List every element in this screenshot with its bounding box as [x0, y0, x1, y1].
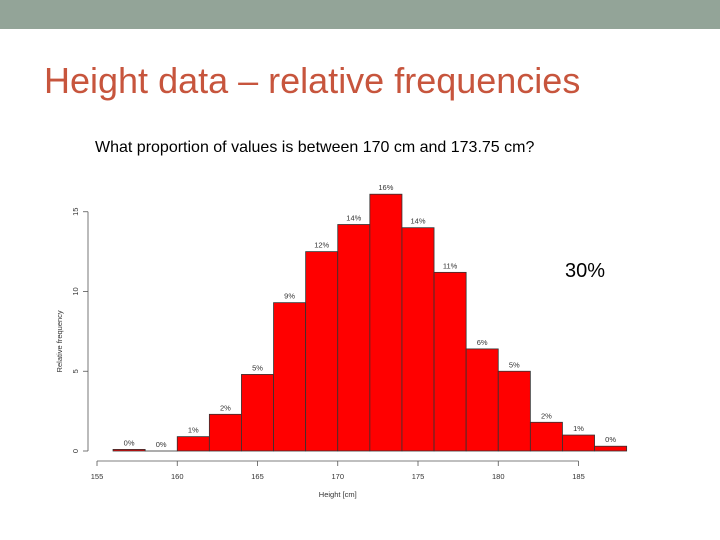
bar-value-label: 11%: [443, 261, 458, 270]
bar-value-label: 5%: [509, 360, 520, 369]
bar-value-label: 14%: [346, 214, 361, 223]
x-tick-label: 160: [171, 472, 184, 481]
y-tick-label: 15: [71, 208, 80, 216]
bar-value-label: 9%: [284, 292, 295, 301]
top-bar: [0, 0, 720, 29]
bar-value-label: 0%: [124, 438, 135, 447]
question-text: What proportion of values is between 170…: [95, 139, 535, 156]
bar-value-label: 16%: [378, 183, 393, 192]
answer-text: 30%: [565, 260, 606, 282]
histogram-bar: [529, 421, 563, 452]
x-tick-label: 165: [251, 472, 264, 481]
bar-value-label: 1%: [188, 426, 199, 435]
x-tick-label: 185: [572, 472, 585, 481]
histogram-bar: [562, 434, 595, 452]
histogram-bar: [369, 193, 403, 452]
bar-value-label: 14%: [410, 217, 425, 226]
histogram-bar: [305, 251, 339, 452]
histogram-bar: [208, 413, 242, 452]
histogram-bar: [594, 445, 628, 452]
y-tick-label: 0: [71, 449, 80, 453]
y-tick-label: 10: [71, 287, 80, 295]
bar-value-label: 1%: [573, 424, 584, 433]
histogram-bar: [401, 227, 435, 452]
histogram-bar: [465, 348, 499, 452]
histogram-bar: [112, 449, 146, 452]
histogram-bar: [241, 374, 274, 452]
bar-value-label: 6%: [477, 338, 488, 347]
histogram-bar: [497, 370, 531, 452]
bar-value-label: 2%: [541, 411, 552, 420]
bar-value-label: 0%: [156, 440, 167, 449]
histogram-bar: [433, 271, 467, 452]
x-tick-label: 170: [331, 472, 344, 481]
y-tick-label: 5: [71, 369, 80, 373]
slide-title: Height data – relative frequencies: [44, 60, 581, 101]
histogram-bar: [273, 302, 307, 452]
x-axis-label: Height [cm]: [319, 490, 357, 499]
histogram-bar: [176, 436, 210, 452]
x-tick-label: 180: [492, 472, 505, 481]
y-axis-label: Relative frequency: [55, 310, 64, 372]
bar-value-label: 0%: [605, 435, 616, 444]
x-tick-label: 155: [91, 472, 104, 481]
bar-value-label: 12%: [314, 241, 329, 250]
histogram-bar: [337, 224, 371, 452]
bar-value-label: 2%: [220, 403, 231, 412]
bar-value-label: 5%: [252, 363, 263, 372]
x-tick-label: 175: [412, 472, 425, 481]
